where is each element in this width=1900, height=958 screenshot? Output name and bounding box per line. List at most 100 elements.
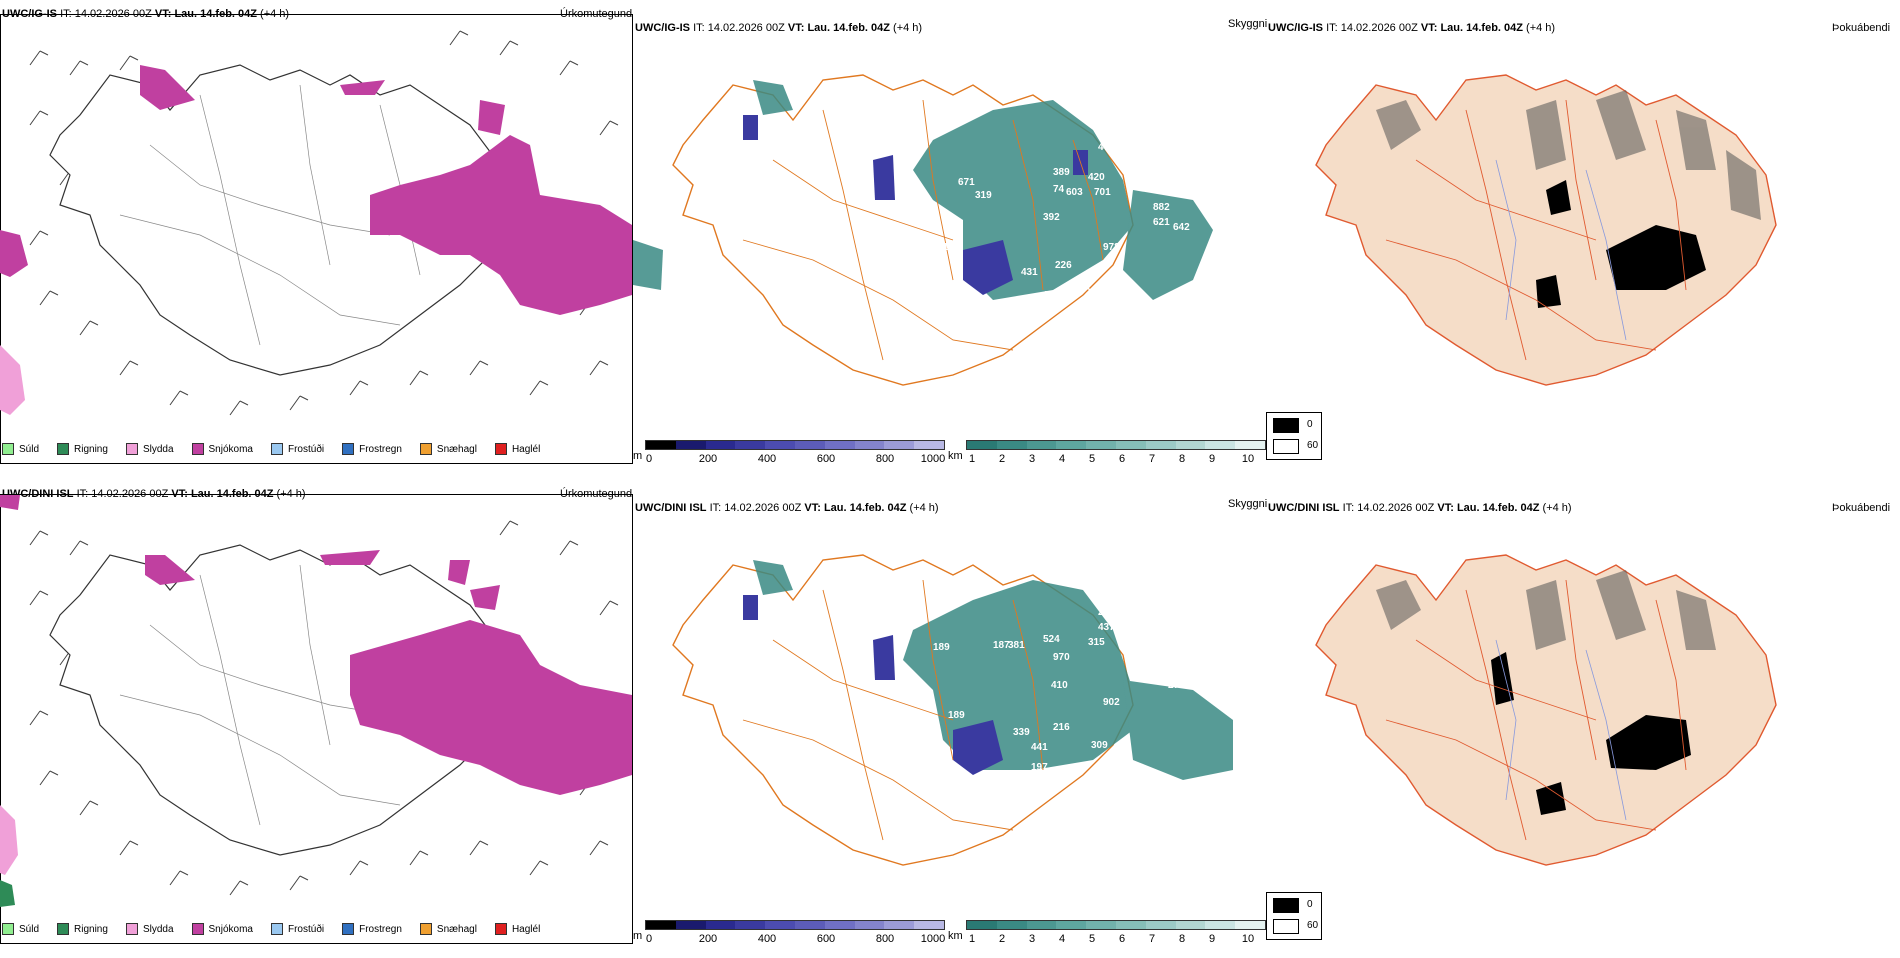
svg-text:410: 410 [1051,680,1068,691]
it-value: 14.02.2026 00Z [724,502,802,514]
legend-item: Rigning [57,443,108,455]
fog-legend-swatch-0 [1273,418,1299,433]
legend-swatch [270,443,283,455]
it-label: IT: [709,502,722,514]
it-label: IT: [1326,22,1338,34]
it-value: 14.02.2026 00Z [1357,502,1435,514]
legend-item: Frostúði [270,443,324,455]
colorbar-cells [966,440,1266,450]
vt-value: Lau. 14.feb. 04Z [1456,502,1540,514]
svg-text:621: 621 [1153,217,1170,228]
rivers [1495,639,1627,821]
legend-swatch [191,443,204,455]
model-name: UWC/IG-IS [1268,22,1323,34]
legend-item: Súld [2,923,39,935]
height-labels: 125 671 319 389 74 603 420 701 447 372 2… [943,127,1215,301]
colorbar-cell [996,921,1027,929]
colorbar-cell [1145,441,1176,449]
svg-text:426: 426 [1146,642,1163,653]
legend-swatch [125,923,138,935]
colorbar-cell [646,921,676,929]
colorbar-cell [1175,921,1206,929]
legend-swatch [494,443,507,455]
svg-text:556: 556 [1148,175,1165,186]
visibility-map: 125 671 319 389 74 603 420 701 447 372 2… [633,74,1215,386]
colorbar-cell [996,441,1027,449]
lead-time: (+4 h) [276,488,306,500]
colorbar-cell [1086,441,1116,449]
ceiling-areas [743,115,1088,295]
legend-swatch [494,923,507,935]
svg-text:437: 437 [1098,622,1115,633]
colorbar-cell [794,441,825,449]
svg-text:381: 381 [1008,640,1025,651]
legend-swatch [2,923,14,935]
it-value: 14.02.2026 00Z [91,488,169,500]
model-name: UWC/DINI ISL [2,488,74,500]
fog-index-shading [1376,90,1761,220]
roads [1385,579,1687,841]
vt-value: Lau. 14.feb. 04Z [174,8,257,20]
colorbar-cell [735,441,766,449]
svg-text:977: 977 [1198,287,1215,298]
colorbar-cell [1235,441,1265,449]
colorbar-cell [824,441,855,449]
svg-text:189: 189 [948,710,965,721]
vt-label: VT: [154,8,172,20]
roads [1385,99,1687,361]
colorbar-cells [645,920,945,930]
colorbar-cell [854,921,885,929]
vt-value: Lau. 14.feb. 04Z [823,502,907,514]
svg-text:189: 189 [933,642,950,653]
panel-title: UWC/IG-IS IT: 14.02.2026 00Z VT: Lau. 14… [635,22,922,34]
panel-title: UWC/IG-IS IT: 14.02.2026 00Z VT: Lau. 14… [1268,22,1555,34]
svg-text:603: 603 [1066,187,1083,198]
colorbar-cell [705,441,736,449]
svg-text:441: 441 [1031,742,1048,753]
colorbar-cell [967,441,997,449]
svg-text:372: 372 [1114,127,1131,138]
colorbar-cell [646,441,676,449]
it-label: IT: [60,8,72,20]
colorbar-unit: m [633,930,643,942]
legend-item: Snjókoma [191,443,253,455]
fog-panel-top: UWC/IG-IS IT: 14.02.2026 00Z VT: Lau. 14… [1266,0,1899,478]
svg-text:290: 290 [1123,630,1140,641]
svg-text:74: 74 [1053,184,1065,195]
roads [742,579,1044,841]
svg-text:392: 392 [1043,212,1060,223]
panel-type-label: Þokuábendi [1832,22,1891,34]
vt-label: VT: [787,22,805,34]
colorbar-cell [884,441,915,449]
colorbar-cell [1115,441,1146,449]
svg-text:882: 882 [1153,202,1170,213]
iceland-outline [49,64,511,376]
model-name: UWC/DINI ISL [1268,502,1340,514]
roads [742,99,1104,361]
snow-areas [0,495,632,795]
colorbar-cell [1115,921,1146,929]
panel-type-label: Þokuábendi [1832,502,1891,514]
fog-legend-swatch-60 [1273,439,1299,454]
visibility-panel-bottom: UWC/DINI ISL IT: 14.02.2026 00Z VT: Lau.… [633,480,1267,958]
svg-text:319: 319 [975,190,992,201]
colorbar-cell [1145,921,1176,929]
fog-legend: 0 60 [1266,892,1322,940]
rivers [1495,159,1627,341]
visibility-panel-top: UWC/IG-IS IT: 14.02.2026 00Z VT: Lau. 14… [633,0,1267,478]
svg-text:524: 524 [1043,634,1060,645]
colorbar-cell [765,441,795,449]
svg-text:226: 226 [1055,260,1072,271]
panel-title: UWC/DINI ISL IT: 14.02.2026 00Z VT: Lau.… [2,488,306,500]
legend-swatch [191,923,204,935]
colorbar-unit: km [948,930,963,942]
lead-time: (+4 h) [1542,502,1572,514]
visibility-map: 189 187 381 524 970 410 315 437 237 80 1… [672,554,1233,866]
lead-time: (+4 h) [909,502,939,514]
legend-item: Rigning [57,923,108,935]
precip-legend: Súld Rigning Slydda Snjókoma Frostúði Fr… [2,920,554,938]
roads [119,564,401,826]
colorbar-cell [1235,921,1265,929]
svg-text:80: 80 [1098,592,1110,603]
it-value: 14.02.2026 00Z [74,8,152,20]
